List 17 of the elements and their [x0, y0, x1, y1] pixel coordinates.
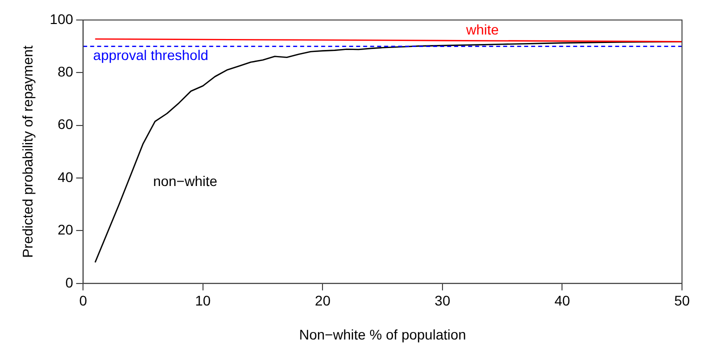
x-tick-label: 10 [195, 292, 211, 309]
series-label: non−white [153, 172, 218, 189]
y-axis-title: Predicted probability of repayment [19, 45, 36, 258]
x-tick-label: 20 [314, 292, 331, 309]
series-label: white [465, 21, 500, 38]
x-axis-title: Non−white % of population [299, 326, 466, 342]
x-tick-label: 50 [674, 292, 690, 309]
ref-line-label: approval threshold [93, 47, 208, 64]
y-tick-label: 80 [58, 64, 74, 80]
y-tick-label: 20 [58, 222, 74, 238]
x-tick-label: 40 [554, 292, 570, 309]
y-tick-label: 0 [65, 274, 74, 290]
y-tick-label: 100 [50, 10, 74, 27]
x-tick-label: 0 [79, 292, 88, 309]
y-tick-label: 60 [58, 116, 74, 132]
y-tick-label: 40 [58, 168, 74, 185]
x-tick-label: 30 [434, 292, 450, 309]
